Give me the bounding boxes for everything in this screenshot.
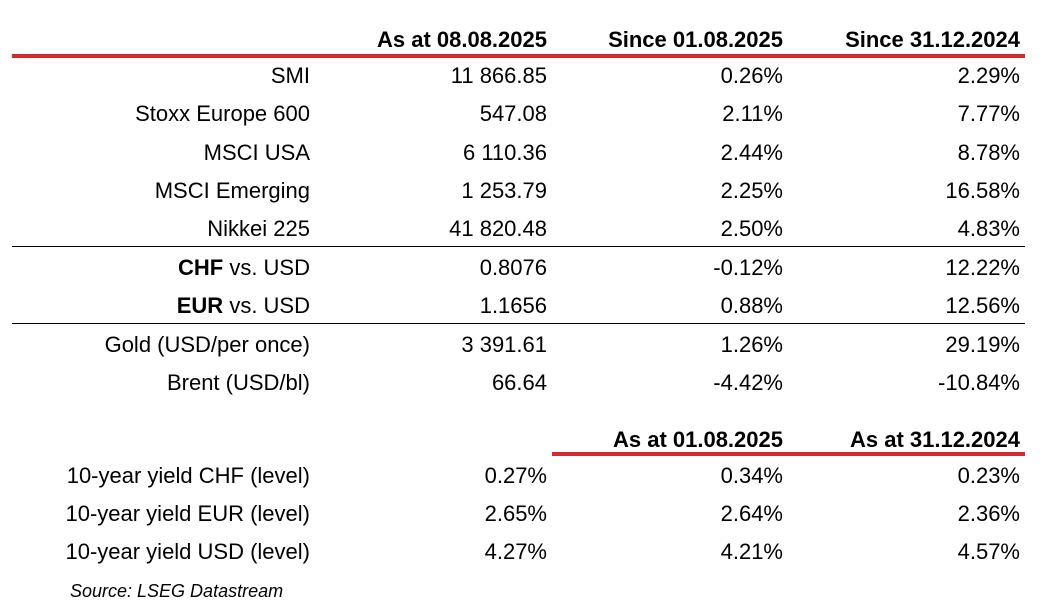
row-value: 16.58% (945, 178, 1020, 203)
row-value: 6 110.36 (462, 140, 547, 165)
row-value: 4.57% (957, 539, 1020, 564)
row-label-stoxx-europe-600: Stoxx Europe 600 (135, 101, 310, 126)
row-value: 2.36% (957, 501, 1020, 526)
row-value: 29.19% (945, 332, 1020, 357)
row-value: 3 391.61 (461, 332, 547, 357)
row-value: 0.27% (484, 463, 547, 488)
row-value: 2.25% (720, 178, 783, 203)
row-value: 8.78% (957, 140, 1020, 165)
currency-suffix: vs. USD (223, 293, 310, 318)
currency-code: EUR (176, 293, 224, 318)
row-label-yield-usd: 10-year yield USD (level) (65, 539, 310, 564)
header-since-31-12-2024: Since 31.12.2024 (845, 27, 1020, 52)
row-value: 4.21% (720, 539, 783, 564)
row-value: 4.27% (484, 539, 547, 564)
row-value: 7.77% (957, 101, 1020, 126)
row-value: 66.64 (491, 370, 547, 395)
header-since-01-08-2025: Since 01.08.2025 (608, 27, 783, 52)
row-value: -0.12% (713, 255, 783, 280)
row-value: 1 253.79 (461, 178, 547, 203)
row-label-yield-chf: 10-year yield CHF (level) (66, 463, 310, 488)
row-label-msci-usa: MSCI USA (203, 140, 310, 165)
section-divider (12, 246, 1025, 247)
row-value: 1.1656 (479, 293, 547, 318)
row-label-gold: Gold (USD/per once) (104, 332, 310, 357)
header-as-at-01-08-2025: As at 01.08.2025 (612, 427, 783, 452)
row-value: 11 866.85 (450, 63, 547, 88)
header-rule-red (12, 54, 1025, 58)
row-value: -10.84% (938, 370, 1020, 395)
row-value: 547.08 (479, 101, 547, 126)
row-value: 0.8076 (479, 255, 547, 280)
row-value: 0.88% (720, 293, 783, 318)
header-as-at-08-08-2025: As at 08.08.2025 (376, 27, 547, 52)
row-label-chf-vs-usd: CHF vs. USD (178, 256, 310, 280)
row-value: 2.50% (720, 216, 783, 241)
row-value: 0.34% (720, 463, 783, 488)
row-label-smi: SMI (270, 63, 310, 88)
row-label-msci-emerging: MSCI Emerging (154, 178, 310, 203)
row-value: 2.11% (722, 101, 783, 126)
row-value: 2.64% (720, 501, 783, 526)
row-value: -4.42% (713, 370, 783, 395)
row-value: 4.83% (957, 216, 1020, 241)
section-divider (12, 323, 1025, 324)
row-value: 41 820.48 (449, 216, 547, 241)
yield-header-rule-red (552, 452, 1025, 456)
currency-suffix: vs. USD (223, 255, 310, 280)
source-note: Source: LSEG Datastream (70, 581, 284, 601)
row-value: 12.22% (945, 255, 1020, 280)
row-value: 0.26% (720, 63, 783, 88)
row-value: 12.56% (945, 293, 1020, 318)
row-value: 1.26% (720, 332, 783, 357)
row-value: 2.65% (484, 501, 547, 526)
row-label-eur-vs-usd: EUR vs. USD (177, 294, 310, 318)
row-value: 2.29% (957, 63, 1020, 88)
row-label-nikkei-225: Nikkei 225 (207, 216, 310, 241)
row-label-yield-eur: 10-year yield EUR (level) (65, 501, 310, 526)
currency-code: CHF (177, 255, 224, 280)
row-label-brent: Brent (USD/bl) (166, 370, 310, 395)
row-value: 2.44% (720, 140, 783, 165)
row-value: 0.23% (957, 463, 1020, 488)
header-as-at-31-12-2024: As at 31.12.2024 (849, 427, 1020, 452)
